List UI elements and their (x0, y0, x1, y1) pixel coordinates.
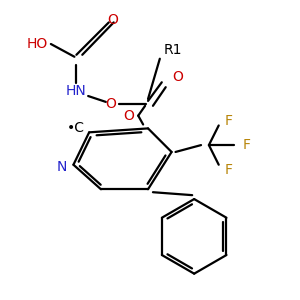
Text: O: O (123, 109, 134, 123)
Text: F: F (224, 114, 232, 128)
Text: HN: HN (66, 84, 87, 98)
Text: O: O (107, 14, 118, 27)
Text: O: O (172, 70, 183, 84)
Text: O: O (105, 97, 116, 111)
Text: F: F (242, 138, 250, 152)
Text: HO: HO (26, 37, 48, 51)
Text: R1: R1 (163, 43, 182, 57)
Text: F: F (224, 163, 232, 177)
Text: N: N (56, 160, 67, 174)
Text: •C: •C (66, 122, 84, 135)
